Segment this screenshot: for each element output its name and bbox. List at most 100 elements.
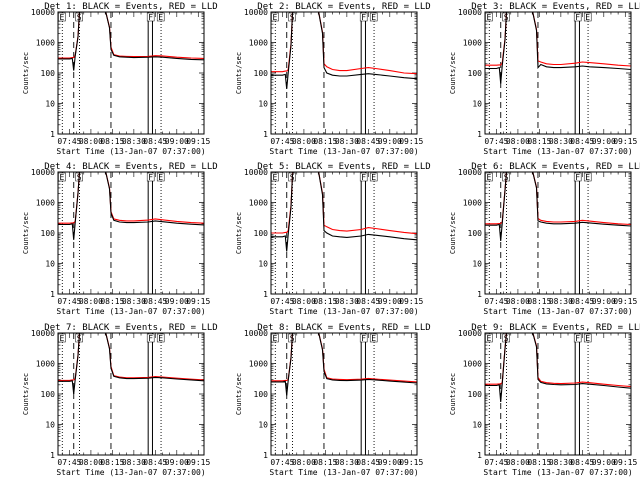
x-tick-label: 08:00 (506, 458, 530, 467)
y-tick-label: 100 (254, 390, 269, 399)
x-tick-label: 08:00 (79, 297, 103, 306)
flag-label: F (361, 13, 366, 22)
x-tick-label: 09:00 (378, 137, 402, 146)
x-tick-label: 08:15 (527, 297, 551, 306)
panel-det-6: Det 6: BLACK = Events, RED = LLD Counts/s… (449, 162, 640, 316)
x-tick-label: 09:00 (165, 297, 189, 306)
y-tick-label: 10000 (244, 168, 268, 177)
flag-label: E (371, 334, 376, 343)
x-tick-label: 09:15 (399, 297, 423, 306)
x-tick-label: 07:45 (57, 297, 81, 306)
panel-det-4: Det 4: BLACK = Events, RED = LLD Counts/s… (22, 162, 218, 316)
flag-box (146, 333, 155, 343)
flag-box (573, 172, 582, 182)
y-tick-label: 1000 (249, 360, 268, 369)
plot-frame (57, 11, 205, 135)
x-tick-label: 08:15 (100, 297, 124, 306)
x-tick-label: 08:30 (335, 137, 359, 146)
flag-label: E (158, 173, 163, 182)
series-line-events (485, 172, 631, 241)
plot-frame (270, 332, 418, 456)
flag-label: E (158, 334, 163, 343)
panel-det-7: Det 7: BLACK = Events, RED = LLD Counts/s… (22, 323, 218, 477)
flag-label: F (575, 173, 580, 182)
x-tick-label: 08:30 (549, 458, 573, 467)
y-tick-label: 1 (477, 451, 482, 460)
flag-label: E (585, 173, 590, 182)
x-tick-label: 09:00 (592, 458, 616, 467)
flag-label: E (273, 334, 278, 343)
y-tick-label: 10 (472, 100, 482, 109)
flag-label: F (575, 334, 580, 343)
y-tick-label: 100 (41, 229, 56, 238)
x-tick-label: 08:15 (313, 137, 337, 146)
x-axis-label: Start Time (13-Jan-07 07:37:00) (269, 147, 418, 156)
y-tick-label: 10 (472, 260, 482, 269)
y-tick-label: 100 (254, 69, 269, 78)
x-tick-label: 07:45 (57, 137, 81, 146)
x-tick-label: 09:00 (378, 297, 402, 306)
x-tick-label: 08:00 (292, 297, 316, 306)
flag-box (369, 172, 378, 182)
x-tick-label: 08:45 (143, 458, 167, 467)
flag-box (146, 12, 155, 22)
flag-box (583, 12, 592, 22)
x-tick-label: 08:30 (549, 137, 573, 146)
y-tick-label: 1 (50, 451, 55, 460)
series-line-events (58, 12, 204, 71)
y-tick-label: 10 (258, 260, 268, 269)
x-tick-label: 07:45 (270, 458, 294, 467)
flag-label: E (371, 173, 376, 182)
flag-box (156, 172, 165, 182)
x-tick-label: 08:30 (122, 137, 146, 146)
x-axis-label: Start Time (13-Jan-07 07:37:00) (483, 468, 632, 477)
flag-label: F (361, 173, 366, 182)
y-tick-label: 1000 (463, 199, 482, 208)
y-tick-label: 1 (50, 290, 55, 299)
y-tick-label: 10000 (31, 8, 55, 17)
y-tick-label: 1000 (249, 199, 268, 208)
x-tick-label: 09:15 (186, 137, 210, 146)
y-axis-label: Counts/sec (449, 373, 457, 415)
panel-title: Det 9: BLACK = Events, RED = LLD (471, 323, 640, 333)
y-tick-label: 100 (41, 69, 56, 78)
y-tick-label: 10 (45, 100, 55, 109)
x-tick-label: 08:45 (570, 297, 594, 306)
plot-frame (484, 171, 632, 295)
y-tick-label: 10000 (458, 329, 482, 338)
y-axis-label: Counts/sec (22, 373, 30, 415)
flag-label: F (148, 334, 153, 343)
x-axis-label: Start Time (13-Jan-07 07:37:00) (56, 468, 205, 477)
y-tick-label: 10000 (244, 8, 268, 17)
plot-frame (484, 332, 632, 456)
x-tick-label: 09:00 (592, 297, 616, 306)
x-tick-label: 08:00 (506, 137, 530, 146)
plot-frame (270, 11, 418, 135)
panel-det-9: Det 9: BLACK = Events, RED = LLD Counts/s… (449, 323, 640, 477)
flag-label: E (273, 173, 278, 182)
x-tick-label: 08:15 (527, 137, 551, 146)
y-tick-label: 1000 (36, 39, 55, 48)
flag-label: F (361, 334, 366, 343)
panel-det-1: Det 1: BLACK = Events, RED = LLD Counts/s… (22, 2, 218, 156)
x-tick-label: 09:00 (592, 137, 616, 146)
flag-box (369, 12, 378, 22)
y-tick-label: 10 (258, 100, 268, 109)
y-tick-label: 1 (477, 130, 482, 139)
flag-box (583, 333, 592, 343)
x-tick-label: 08:30 (549, 297, 573, 306)
y-tick-label: 1 (263, 451, 268, 460)
x-tick-label: 08:45 (143, 297, 167, 306)
panel-title: Det 1: BLACK = Events, RED = LLD (44, 2, 217, 12)
y-tick-label: 10000 (458, 168, 482, 177)
x-tick-label: 08:00 (292, 458, 316, 467)
x-tick-label: 08:30 (335, 297, 359, 306)
panel-det-3: Det 3: BLACK = Events, RED = LLD Counts/s… (449, 2, 640, 156)
y-tick-label: 100 (468, 69, 483, 78)
x-axis-label: Start Time (13-Jan-07 07:37:00) (269, 307, 418, 316)
y-tick-label: 10000 (458, 8, 482, 17)
flag-box (573, 333, 582, 343)
flag-box (583, 172, 592, 182)
flag-label: E (60, 334, 65, 343)
